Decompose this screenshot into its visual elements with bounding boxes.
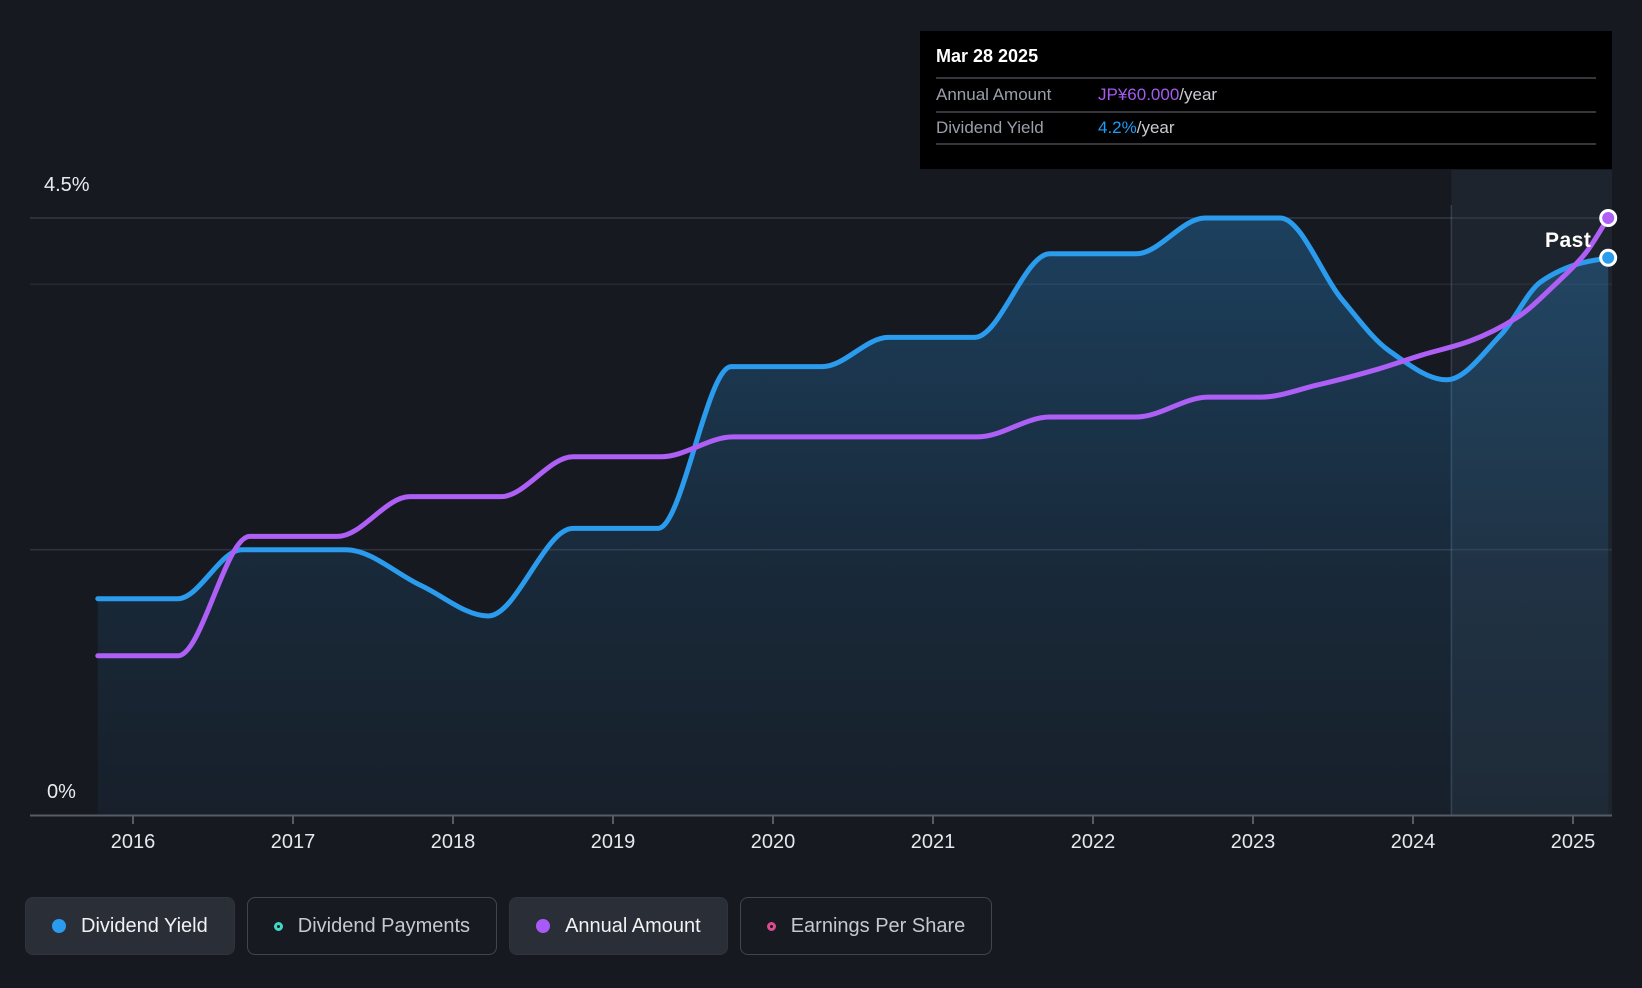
dividend-yield-end-marker — [1599, 248, 1618, 267]
legend-button-annual-amount[interactable]: Annual Amount — [509, 897, 728, 955]
legend-button-dividend-yield[interactable]: Dividend Yield — [25, 897, 235, 955]
annual-amount-end-marker — [1599, 208, 1618, 227]
x-axis-label-2016: 2016 — [110, 831, 156, 853]
chart-tooltip: Mar 28 2025 Annual Amount JP¥60.000/year D… — [920, 31, 1612, 169]
legend-label: Earnings Per Share — [790, 914, 966, 937]
y-axis-min-label: 0% — [47, 781, 76, 803]
y-axis-max-label: 4.5% — [44, 174, 90, 196]
tooltip-rows: Annual Amount JP¥60.000/year Dividend Yiel… — [936, 77, 1596, 145]
past-region-label: Past — [1545, 229, 1592, 252]
x-axis-label-2018: 2018 — [430, 831, 476, 853]
tooltip-row-label: Annual Amount — [936, 85, 1052, 104]
tooltip-row: Annual Amount JP¥60.000/year — [936, 77, 1596, 111]
legend-dot-icon — [766, 921, 776, 931]
legend-button-dividend-payments[interactable]: Dividend Payments — [246, 897, 498, 955]
tooltip-row: Dividend Yield 4.2%/year — [936, 111, 1596, 145]
legend-label: Annual Amount — [565, 914, 701, 937]
chart-legend: Dividend Yield Dividend Payments Annual Am… — [25, 897, 993, 955]
tooltip-row-suffix: /year — [1179, 85, 1218, 104]
tooltip-date: Mar 28 2025 — [936, 46, 1039, 66]
legend-label: Dividend Yield — [81, 914, 208, 937]
series-end-markers — [1599, 208, 1618, 267]
series-lines — [95, 215, 1611, 659]
x-axis-label-2022: 2022 — [1070, 831, 1116, 853]
tooltip-row-value: JP¥60.000 — [1098, 85, 1180, 104]
x-axis-label-2024: 2024 — [1390, 831, 1436, 853]
tooltip-row-label: Dividend Yield — [936, 118, 1044, 137]
x-axis-label-2019: 2019 — [590, 831, 636, 853]
x-axis-label-2025: 2025 — [1550, 831, 1596, 853]
x-axis-label-2021: 2021 — [910, 831, 956, 853]
legend-label: Dividend Payments — [297, 914, 471, 937]
tooltip-row-suffix: /year — [1136, 118, 1175, 137]
legend-dot-icon — [273, 921, 283, 931]
legend-dot-icon — [52, 919, 66, 933]
x-axis-label-2023: 2023 — [1230, 831, 1276, 853]
yield-area-fill — [97, 205, 1609, 815]
x-axis — [30, 814, 1612, 824]
legend-button-earnings-per-share[interactable]: Earnings Per Share — [739, 897, 993, 955]
x-axis-label-2020: 2020 — [750, 831, 796, 853]
tooltip-row-value: 4.2% — [1098, 118, 1137, 137]
x-axis-label-2017: 2017 — [270, 831, 316, 853]
legend-dot-icon — [536, 919, 551, 933]
